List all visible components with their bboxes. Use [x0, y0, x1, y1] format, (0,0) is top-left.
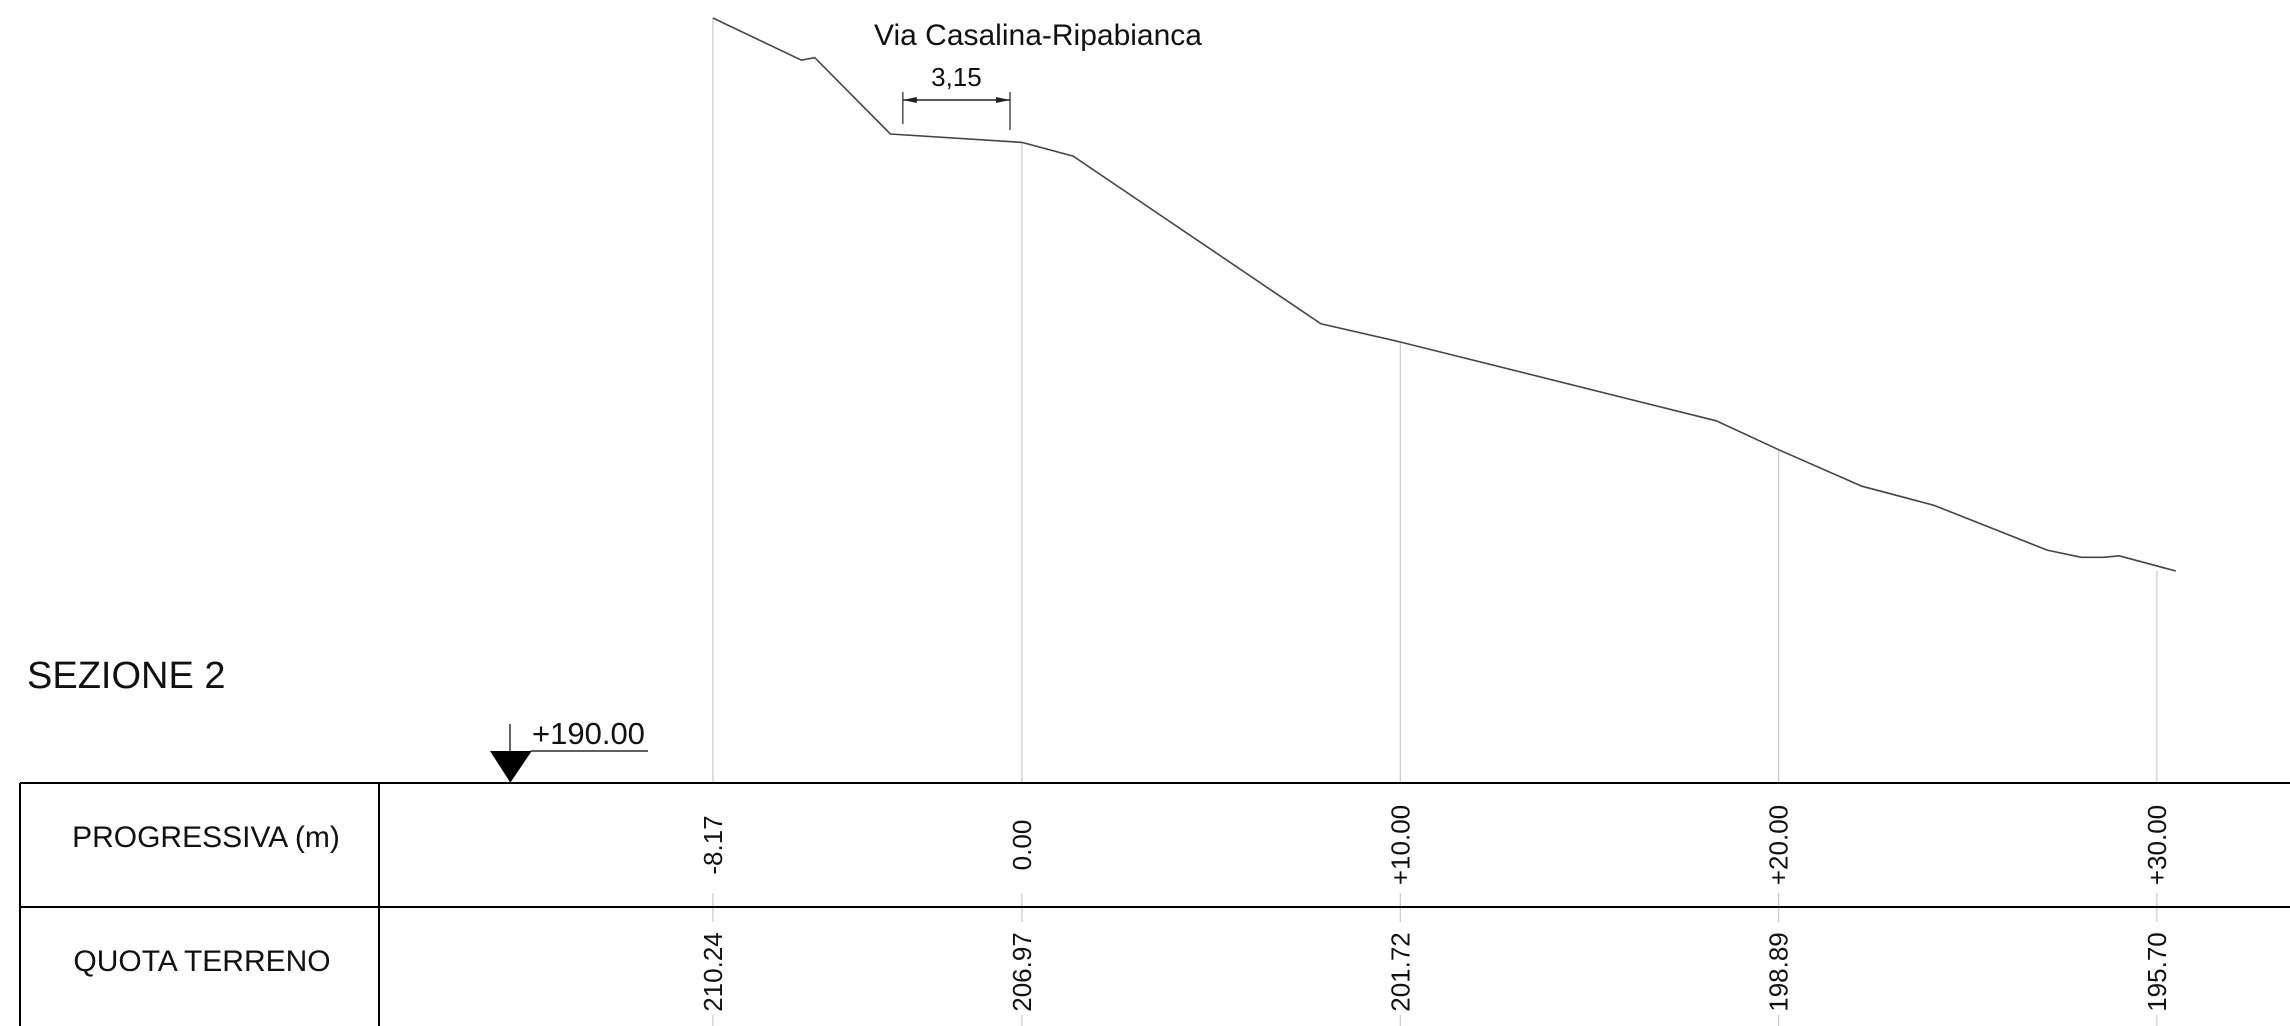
progressiva-value: +10.00 — [1385, 805, 1415, 885]
row-label-quota-terreno: QUOTA TERRENO — [73, 945, 330, 978]
progressiva-value: +20.00 — [1764, 805, 1794, 885]
datum-triangle-outline — [509, 750, 532, 783]
quota-value: 201.72 — [1385, 932, 1415, 1012]
progressiva-value: -8.17 — [698, 815, 728, 874]
dimension-arrow-left — [902, 97, 917, 103]
terrain-profile — [712, 17, 2177, 572]
quota-value: 198.89 — [1764, 932, 1794, 1012]
progressiva-value: +30.00 — [2142, 805, 2172, 885]
row-label-progressiva: PROGRESSIVA (m) — [72, 821, 340, 854]
dimension-arrow-right — [996, 97, 1010, 103]
road-label: Via Casalina-Ripabianca — [874, 19, 1202, 52]
station-lines — [712, 18, 2158, 1026]
data-table: PROGRESSIVA (m) QUOTA TERRENO -8.17 210.2… — [19, 782, 2290, 1026]
quota-value: 206.97 — [1007, 932, 1037, 1012]
progressiva-value: 0.00 — [1007, 820, 1037, 871]
datum-marker: +190.00 — [490, 716, 648, 783]
dimension: 3,15 — [902, 62, 1011, 130]
datum-label: +190.00 — [532, 716, 645, 751]
quota-value: 195.70 — [2142, 932, 2172, 1012]
section-title: SEZIONE 2 — [27, 655, 226, 697]
quota-value: 210.24 — [698, 932, 728, 1012]
dimension-label: 3,15 — [931, 62, 982, 92]
table-cells: -8.17 210.24 0.00 206.97 +10.00 201.72 +20.00 1… — [698, 805, 2172, 1012]
